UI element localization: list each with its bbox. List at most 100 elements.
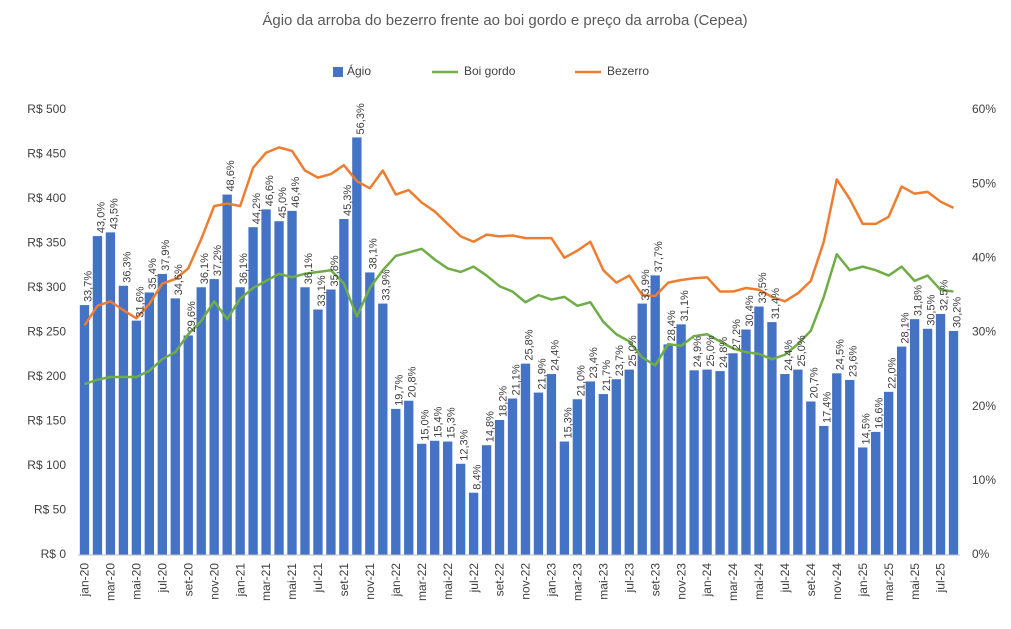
data-label: 33,9% — [640, 269, 652, 300]
bar — [650, 275, 660, 555]
x-tick-label: mai-20 — [130, 563, 144, 600]
legend-label: Boi gordo — [464, 64, 516, 78]
y-tick-label: R$ 150 — [27, 414, 66, 428]
data-label: 25,8% — [523, 329, 535, 360]
bar — [417, 443, 427, 555]
bar — [935, 313, 946, 555]
bar — [468, 492, 479, 555]
y2-tick-label: 60% — [972, 102, 996, 116]
data-label: 24,4% — [549, 340, 561, 371]
bar — [118, 285, 129, 555]
x-tick-label: jan-25 — [856, 563, 870, 598]
x-tick-label: nov-24 — [830, 563, 844, 600]
bar — [728, 353, 738, 555]
bar — [79, 305, 90, 555]
data-label: 21,0% — [575, 365, 587, 396]
y-tick-label: R$ 500 — [27, 102, 66, 116]
bar — [209, 279, 219, 555]
legend-label: Bezerro — [607, 64, 649, 78]
data-label: 30,5% — [925, 294, 937, 325]
bar — [780, 374, 790, 555]
data-label: 56,3% — [355, 103, 367, 134]
legend-marker — [333, 67, 343, 77]
x-tick-label: mar-20 — [104, 563, 118, 601]
y2-tick-label: 40% — [972, 251, 996, 265]
bar — [637, 303, 647, 555]
x-tick-label: jan-24 — [700, 563, 714, 598]
bar — [676, 324, 686, 555]
data-label: 15,4% — [433, 406, 445, 437]
x-tick-label: set-24 — [804, 563, 818, 597]
data-label: 33,5% — [757, 272, 769, 303]
x-tick-label: jul-25 — [934, 563, 948, 594]
bar — [715, 371, 725, 555]
bar — [883, 391, 894, 555]
y2-tick-label: 10% — [972, 473, 996, 487]
data-label: 35,4% — [147, 258, 159, 289]
bar — [442, 441, 453, 555]
data-label: 46,4% — [290, 176, 302, 207]
bar — [170, 298, 180, 555]
y-tick-label: R$ 450 — [27, 147, 66, 161]
y2-tick-label: 0% — [972, 547, 990, 561]
x-tick-label: mar-23 — [571, 563, 585, 601]
data-label: 31,8% — [913, 285, 925, 316]
bar — [948, 331, 959, 555]
y-tick-label: R$ 350 — [27, 236, 66, 250]
data-label: 24,5% — [835, 339, 847, 370]
bar — [261, 209, 271, 555]
x-tick-label: nov-22 — [519, 563, 533, 600]
data-label: 16,6% — [874, 397, 886, 428]
x-tick-label: jan-22 — [389, 563, 403, 598]
bar — [624, 369, 634, 555]
bar — [598, 394, 608, 555]
x-tick-label: mar-25 — [882, 563, 896, 601]
x-tick-label: jul-21 — [311, 563, 325, 594]
data-label: 27,2% — [731, 319, 743, 350]
data-label: 38,1% — [368, 238, 380, 269]
y-tick-label: R$ 100 — [27, 458, 66, 472]
data-label: 31,1% — [679, 290, 691, 321]
x-tick-label: jul-23 — [622, 563, 636, 594]
chart-title: Ágio da arroba do bezerro frente ao boi … — [262, 12, 747, 29]
bar — [572, 399, 583, 555]
y2-tick-label: 30% — [972, 325, 996, 339]
data-label: 20,8% — [407, 366, 419, 397]
data-label: 15,0% — [420, 409, 432, 440]
bar — [767, 322, 777, 555]
bar — [663, 344, 673, 555]
data-label: 25,0% — [796, 335, 808, 366]
data-label: 28,4% — [666, 310, 678, 341]
data-label: 23,7% — [614, 345, 626, 376]
bar — [702, 369, 712, 555]
data-label: 48,6% — [225, 160, 237, 191]
bar — [546, 374, 557, 555]
x-tick-label: mar-24 — [726, 563, 740, 601]
data-label: 34,6% — [173, 264, 185, 295]
data-label: 44,2% — [251, 193, 263, 224]
data-label: 36,1% — [199, 253, 211, 284]
data-label: 37,9% — [160, 239, 172, 270]
x-tick-label: mar-21 — [259, 563, 273, 601]
bar — [274, 221, 284, 555]
data-label: 23,6% — [848, 346, 860, 377]
data-label: 36,3% — [121, 251, 133, 282]
data-label: 20,7% — [809, 367, 821, 398]
bar — [430, 440, 440, 555]
x-tick-label: set-21 — [337, 563, 351, 597]
x-tick-label: jul-20 — [155, 563, 169, 594]
bar — [754, 306, 764, 555]
bar — [183, 335, 193, 555]
x-tick-label: nov-23 — [674, 563, 688, 600]
data-label: 25,0% — [705, 335, 717, 366]
bar — [326, 289, 336, 555]
x-tick-label: mai-24 — [752, 563, 766, 600]
bar — [287, 210, 297, 555]
bar — [391, 408, 401, 555]
x-tick-label: mai-23 — [596, 563, 610, 600]
data-label: 31,4% — [770, 288, 782, 319]
x-tick-label: set-22 — [493, 563, 507, 597]
bar — [819, 425, 829, 555]
bar — [909, 319, 920, 555]
x-tick-label: jul-24 — [778, 563, 792, 594]
